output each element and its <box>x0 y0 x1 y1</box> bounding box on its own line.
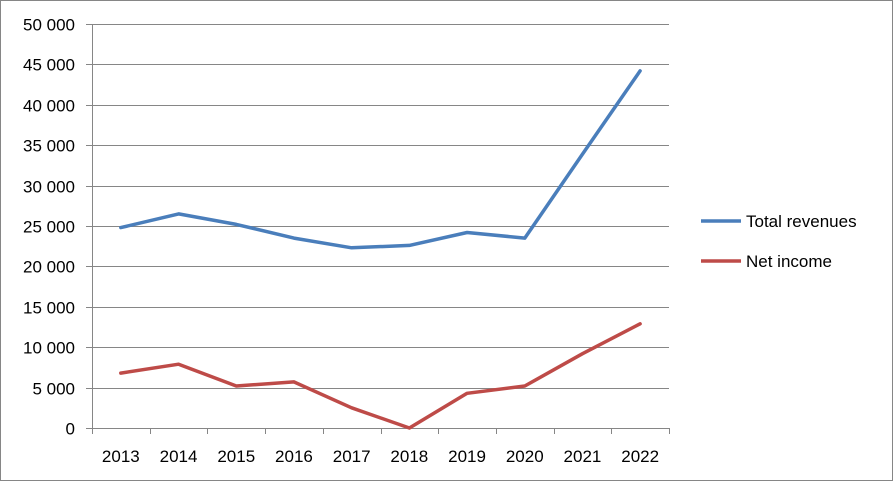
y-tick-label: 15 000 <box>23 299 75 318</box>
x-tick-label: 2019 <box>448 447 486 466</box>
x-tick-label: 2018 <box>390 447 428 466</box>
y-tick-label: 45 000 <box>23 56 75 75</box>
x-axis-tick-labels: 2013 2014 2015 2016 2017 2018 2019 2020 2021 2022 <box>102 447 659 466</box>
x-tick-label: 2017 <box>333 447 371 466</box>
y-tick-label: 0 <box>66 420 75 439</box>
y-tick-label: 5 000 <box>32 380 75 399</box>
series-lines <box>119 69 642 430</box>
x-tick-label: 2020 <box>506 447 544 466</box>
series-line-net-income <box>119 322 642 430</box>
series-line-total-revenues <box>119 69 642 250</box>
x-tick-label: 2022 <box>621 447 659 466</box>
legend: Total revenues Net income <box>701 212 857 271</box>
y-tick-label: 30 000 <box>23 178 75 197</box>
axes <box>86 24 670 434</box>
legend-label: Net income <box>746 252 832 271</box>
y-tick-label: 50 000 <box>23 16 75 35</box>
y-tick-label: 25 000 <box>23 218 75 237</box>
y-tick-label: 40 000 <box>23 97 75 116</box>
y-tick-label: 35 000 <box>23 137 75 156</box>
x-tick-label: 2016 <box>275 447 313 466</box>
gridlines <box>92 24 669 389</box>
y-tick-label: 20 000 <box>23 258 75 277</box>
x-tick-label: 2015 <box>217 447 255 466</box>
x-tick-label: 2013 <box>102 447 140 466</box>
y-tick-label: 10 000 <box>23 339 75 358</box>
legend-label: Total revenues <box>746 212 857 231</box>
x-tick-label: 2014 <box>160 447 198 466</box>
y-axis-tick-labels: 0 5 000 10 000 15 000 20 000 25 000 30 000 35 0… <box>23 16 75 439</box>
x-tick-label: 2021 <box>564 447 602 466</box>
